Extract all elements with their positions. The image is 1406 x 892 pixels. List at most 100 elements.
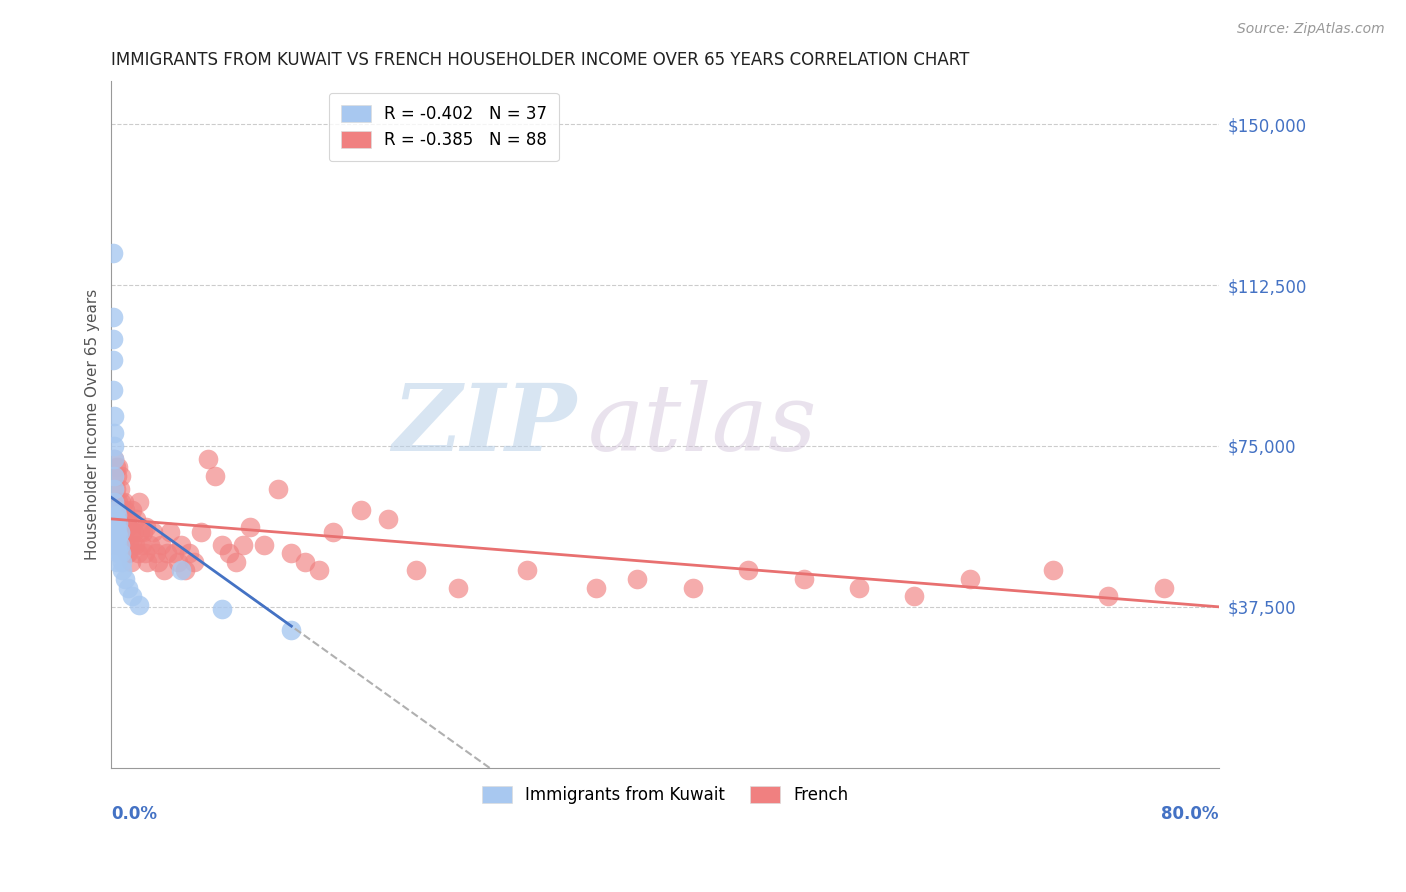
Point [959,572,981,586]
Point [118,512,141,526]
Point [793,572,815,586]
Point [239,520,262,534]
Point [737,563,759,577]
Point [280,624,302,638]
Point [114,572,136,586]
Point [103,494,125,508]
Point [103,409,125,423]
Point [107,516,129,531]
Point [177,546,200,560]
Point [183,555,205,569]
Point [103,426,125,441]
Point [121,503,143,517]
Point [107,524,129,539]
Point [104,533,127,548]
Point [104,512,127,526]
Point [104,482,127,496]
Point [1097,589,1119,603]
Text: 80.0%: 80.0% [1161,805,1219,823]
Point [1153,581,1175,595]
Point [108,524,131,539]
Point [105,538,128,552]
Point [105,555,128,569]
Point [111,529,134,543]
Text: Source: ZipAtlas.com: Source: ZipAtlas.com [1237,22,1385,37]
Point [167,555,190,569]
Point [101,469,124,483]
Point [105,538,128,552]
Point [107,529,129,543]
Point [111,503,134,517]
Point [173,563,195,577]
Point [294,555,316,569]
Point [169,538,191,552]
Point [1042,563,1064,577]
Point [125,512,148,526]
Text: atlas: atlas [588,379,817,469]
Point [131,538,153,552]
Point [218,546,240,560]
Point [120,555,142,569]
Point [159,524,181,539]
Point [117,546,139,560]
Text: ZIP: ZIP [392,379,576,469]
Point [132,524,155,539]
Point [115,546,138,560]
Point [121,538,143,552]
Point [145,546,167,560]
Point [120,524,142,539]
Text: IMMIGRANTS FROM KUWAIT VS FRENCH HOUSEHOLDER INCOME OVER 65 YEARS CORRELATION CH: IMMIGRANTS FROM KUWAIT VS FRENCH HOUSEHO… [111,51,970,69]
Point [103,451,125,466]
Point [848,581,870,595]
Point [107,460,129,475]
Point [377,512,399,526]
Point [308,563,330,577]
Point [139,538,162,552]
Point [169,563,191,577]
Point [136,555,159,569]
Point [104,541,127,556]
Point [110,546,132,560]
Point [110,524,132,539]
Point [225,555,247,569]
Point [104,503,127,517]
Point [101,246,124,260]
Point [101,383,124,397]
Point [114,503,136,517]
Point [211,538,233,552]
Point [103,482,125,496]
Point [322,524,344,539]
Point [626,572,648,586]
Point [107,494,129,508]
Point [153,563,176,577]
Point [197,451,219,466]
Point [101,353,124,368]
Point [105,469,128,483]
Point [156,546,179,560]
Legend: Immigrants from Kuwait, French: Immigrants from Kuwait, French [475,780,855,811]
Point [163,546,186,560]
Point [585,581,607,595]
Point [111,555,134,569]
Point [446,581,468,595]
Point [148,555,170,569]
Point [128,598,150,612]
Point [105,524,128,539]
Point [104,524,127,539]
Point [104,512,127,526]
Point [101,310,124,325]
Point [134,546,156,560]
Point [121,589,143,603]
Point [124,538,146,552]
Point [108,512,131,526]
Point [150,538,173,552]
Point [110,494,132,508]
Point [111,563,134,577]
Y-axis label: Householder Income Over 65 years: Householder Income Over 65 years [86,289,100,560]
Point [104,460,127,475]
Point [103,494,125,508]
Point [142,524,165,539]
Point [253,538,276,552]
Point [108,482,131,496]
Point [117,581,139,595]
